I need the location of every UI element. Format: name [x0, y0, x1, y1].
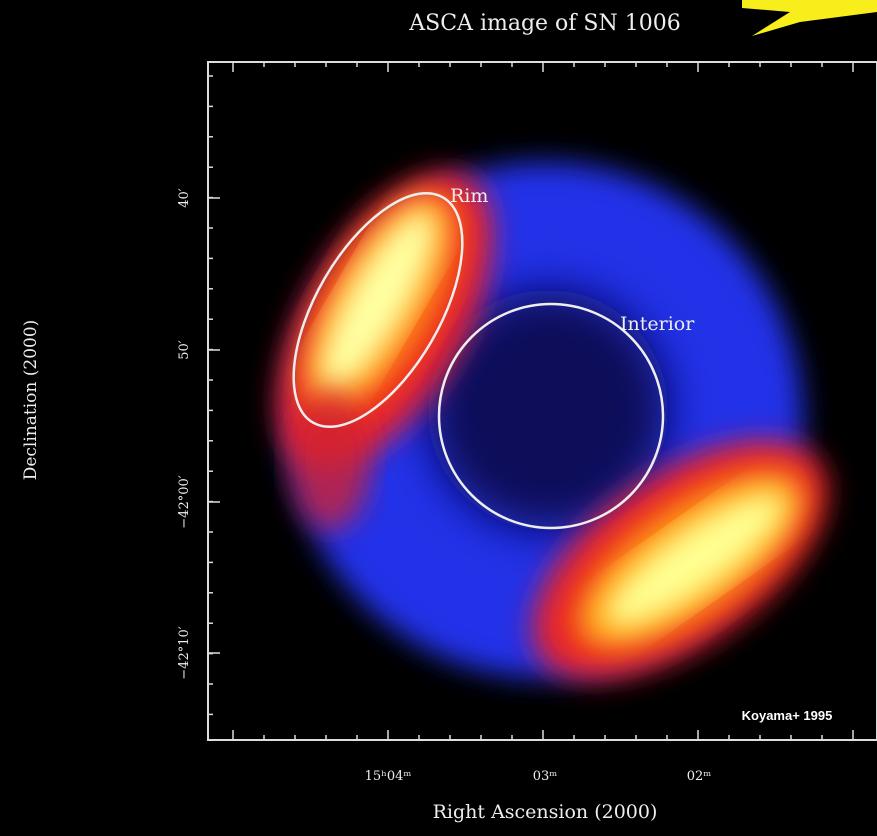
rim-label: Rim — [450, 185, 488, 207]
interior-label: Interior — [620, 313, 695, 335]
figure: ASCA image of SN 1006 Rim Interior Koyam… — [0, 0, 877, 836]
credit: Koyama+ 1995 — [742, 708, 833, 723]
y-tick-label: 50′ — [177, 340, 192, 360]
x-tick-label: 15ʰ04ᵐ — [365, 769, 412, 784]
page: ASCA image of SN 1006 Rim Interior Koyam… — [0, 0, 877, 836]
title: ASCA image of SN 1006 — [408, 11, 680, 36]
x-axis-label: Right Ascension (2000) — [433, 801, 658, 823]
y-tick-label: −42°00′ — [177, 475, 192, 528]
x-tick-label: 02ᵐ — [687, 769, 712, 784]
x-tick-label: 03ᵐ — [533, 769, 558, 784]
y-axis-label: Declination (2000) — [21, 320, 41, 481]
y-tick-label: 40′ — [177, 188, 192, 208]
y-tick-label: −42°10′ — [177, 626, 192, 679]
